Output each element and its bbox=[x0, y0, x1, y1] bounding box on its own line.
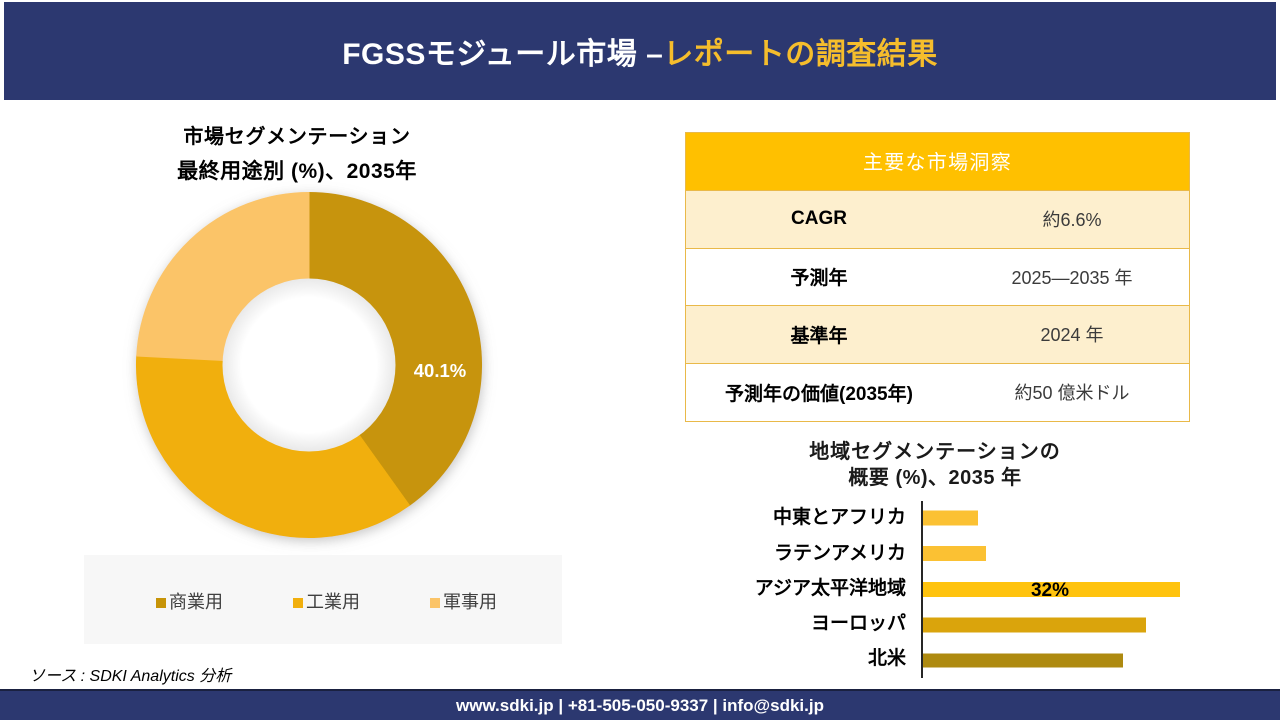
svg-text:40.1%: 40.1% bbox=[414, 360, 466, 381]
svg-text:32%: 32% bbox=[1031, 580, 1069, 601]
